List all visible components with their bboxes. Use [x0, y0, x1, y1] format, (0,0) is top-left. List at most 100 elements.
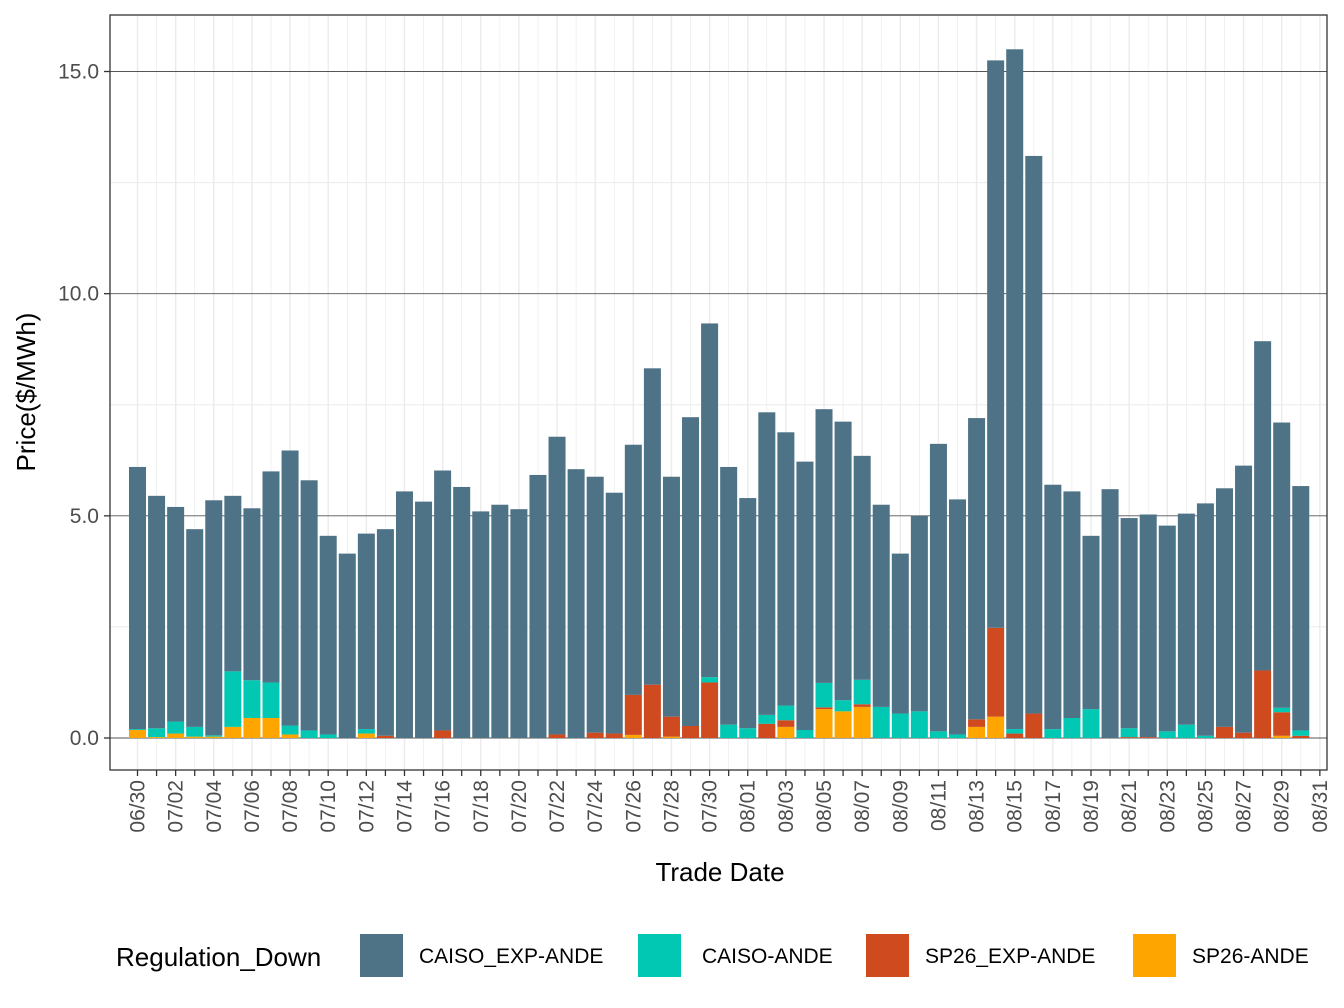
bar-segment-caiso-ande [1082, 709, 1100, 738]
x-tick-label: 07/16 [432, 780, 455, 833]
x-tick-label: 07/22 [546, 780, 569, 833]
bar-segment-caiso-exp-ande [129, 466, 146, 730]
bar-segment-caiso-exp-ande [319, 535, 337, 735]
bar-segment-sp26-ande [968, 726, 986, 738]
bar-segment-sp26-exp-ande [1215, 726, 1233, 738]
bar-segment-sp26-exp-ande [1273, 712, 1291, 736]
x-tick-label: 08/07 [851, 780, 874, 833]
bar-segment-sp26-ande [224, 726, 242, 738]
bar-segment-caiso-ande [148, 728, 166, 738]
bar-segment-caiso-exp-ande [167, 506, 185, 722]
bar-segment-sp26-exp-ande [1292, 735, 1310, 738]
bar-segment-caiso-ande [224, 671, 242, 727]
bar-segment-caiso-exp-ande [872, 504, 890, 707]
bar-segment-sp26-exp-ande [643, 684, 661, 738]
bar-segment-caiso-ande [910, 711, 928, 738]
bar-segment-caiso-exp-ande [1254, 341, 1272, 671]
bar-segment-caiso-exp-ande [548, 436, 566, 735]
bar-segment-caiso-ande [281, 725, 299, 735]
bar-segment-caiso-ande [777, 705, 795, 721]
y-axis: 0.0 5.0 10.0 15.0 [58, 61, 110, 750]
bar-segment-sp26-exp-ande [1139, 737, 1157, 738]
bar-segment-caiso-exp-ande [987, 60, 1005, 628]
bar-segment-sp26-ande [987, 716, 1005, 738]
bar-segment-caiso-ande [1196, 735, 1214, 738]
x-tick-label: 08/15 [1004, 780, 1027, 833]
bar-segment-sp26-ande [1273, 735, 1291, 738]
x-tick-label: 07/20 [508, 780, 531, 833]
bar-segment-caiso-exp-ande [1158, 525, 1176, 732]
bar-segment-caiso-ande [1273, 707, 1291, 713]
bar-segment-caiso-exp-ande [758, 412, 776, 715]
bar-segment-caiso-ande [243, 680, 261, 719]
y-tick-label: 15.0 [58, 61, 99, 84]
x-tick-label: 07/06 [241, 780, 264, 833]
bar-segment-caiso-exp-ande [739, 498, 757, 729]
bar-segment-caiso-exp-ande [815, 409, 833, 683]
bar-segment-caiso-ande [929, 731, 947, 738]
bar-segment-sp26-exp-ande [815, 707, 833, 710]
bar-segment-caiso-ande [262, 682, 280, 719]
bar-segment-sp26-ande [777, 726, 795, 738]
bar-segment-caiso-ande [949, 734, 967, 738]
bar-segment-caiso-exp-ande [662, 476, 680, 717]
bar-segment-sp26-exp-ande [624, 694, 642, 735]
bar-segment-caiso-exp-ande [1273, 422, 1291, 708]
bar-segment-caiso-ande [758, 714, 776, 724]
y-axis-title: Price($/MWh) [11, 313, 41, 472]
x-tick-label: 07/04 [203, 780, 226, 833]
bar-segment-caiso-ande [834, 700, 852, 712]
bar-segment-caiso-exp-ande [910, 515, 928, 712]
bar-segment-caiso-ande [357, 729, 375, 734]
bar-segment-caiso-ande [701, 677, 719, 683]
bar-segment-sp26-ande [167, 733, 185, 738]
bar-segment-caiso-exp-ande [338, 553, 356, 738]
legend-label: SP26_EXP-ANDE [925, 945, 1095, 968]
x-tick-label: 08/19 [1080, 780, 1103, 833]
bar-segment-caiso-exp-ande [1235, 465, 1253, 733]
x-tick-label: 08/23 [1156, 780, 1179, 833]
x-tick-label: 07/18 [470, 780, 493, 833]
x-tick-label: 08/17 [1042, 780, 1065, 833]
bar-segment-caiso-exp-ande [148, 495, 166, 729]
legend: Regulation_Down CAISO_EXP-ANDE CAISO-ANDE… [116, 934, 1309, 977]
bar-segment-sp26-exp-ande [968, 719, 986, 727]
bar-segment-sp26-ande [205, 736, 223, 738]
bar-segment-sp26-exp-ande [548, 734, 566, 738]
bar-segment-caiso-exp-ande [357, 533, 375, 730]
bar-segment-caiso-exp-ande [605, 492, 623, 734]
bar-segment-sp26-exp-ande [682, 726, 700, 738]
x-tick-label: 07/24 [584, 780, 607, 833]
bar-segment-sp26-ande [243, 718, 261, 738]
x-tick-label: 08/09 [889, 780, 912, 833]
y-tick-label: 10.0 [58, 283, 99, 306]
bar-segment-sp26-exp-ande [605, 733, 623, 738]
legend-label: CAISO_EXP-ANDE [419, 945, 603, 968]
bar-segment-caiso-ande [739, 728, 757, 738]
bar-segment-sp26-exp-ande [987, 627, 1005, 717]
bar-segment-sp26-ande [834, 711, 852, 738]
bar-segment-sp26-ande [262, 718, 280, 738]
bar-segment-caiso-exp-ande [1196, 503, 1214, 736]
bar-segment-sp26-exp-ande [853, 704, 871, 707]
bar-segment-sp26-exp-ande [1254, 670, 1272, 738]
x-axis: 06/30 07/02 07/04 07/06 07/08 07/10 07/12 07/14… [127, 770, 1332, 833]
bar-segment-caiso-exp-ande [491, 504, 509, 738]
bar-segment-sp26-exp-ande [1235, 732, 1253, 738]
bar-segment-caiso-ande [1292, 730, 1310, 736]
bar-segment-caiso-ande [872, 706, 890, 738]
x-tick-label: 07/08 [279, 780, 302, 833]
x-tick-label: 08/05 [813, 780, 836, 833]
bar-segment-caiso-exp-ande [853, 455, 871, 680]
bar-segment-sp26-ande [129, 730, 146, 738]
bar-segment-caiso-exp-ande [395, 491, 413, 738]
bar-segment-sp26-exp-ande [1120, 737, 1138, 738]
bar-segment-caiso-exp-ande [243, 508, 261, 681]
bars-layer [129, 49, 1310, 738]
bar-segment-caiso-ande [129, 729, 146, 731]
panel-border [109, 14, 1328, 771]
legend-swatch [866, 934, 909, 977]
bar-segment-caiso-exp-ande [929, 443, 947, 732]
bar-segment-caiso-ande [167, 721, 185, 734]
